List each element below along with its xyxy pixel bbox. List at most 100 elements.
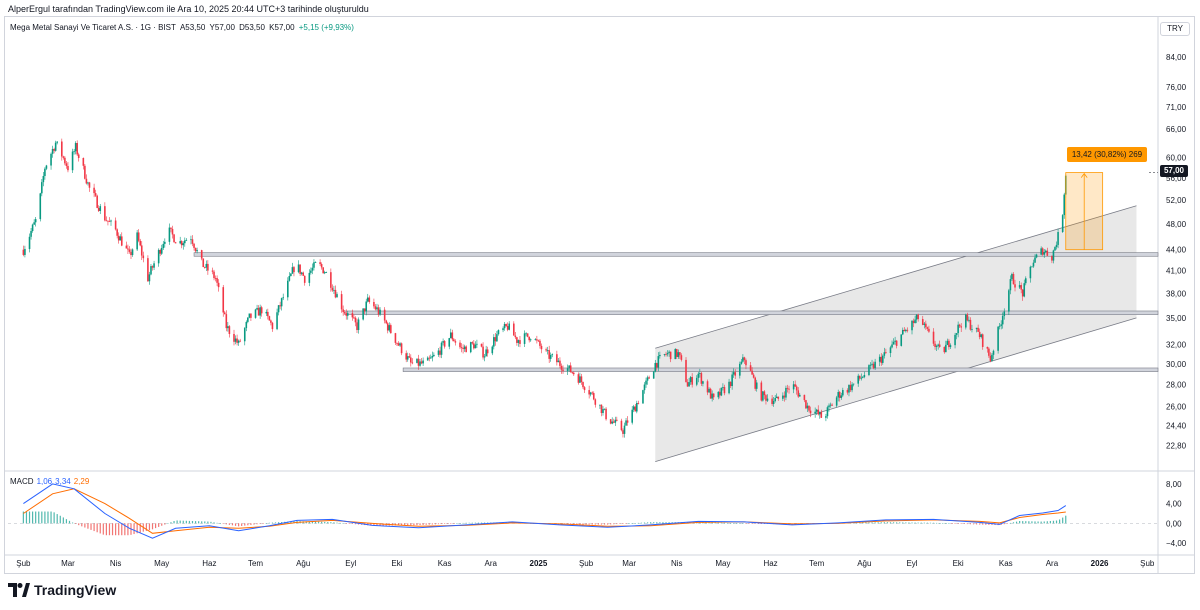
candle-body (300, 272, 303, 274)
candle-body (729, 381, 732, 387)
candle-body (65, 163, 68, 166)
macd-histogram-bar (271, 522, 274, 524)
time-tick-label: May (154, 559, 169, 568)
macd-value: 1,06 (36, 477, 53, 486)
macd-histogram-bar (281, 521, 283, 524)
macd-histogram-bar (407, 523, 409, 526)
candle-body (1051, 255, 1053, 261)
macd-histogram-bar (646, 522, 649, 524)
candle-body (580, 376, 583, 383)
candle-body (260, 307, 263, 314)
candle-body (247, 317, 249, 322)
candle-body (473, 343, 475, 349)
candle-body (170, 227, 172, 229)
candle-body (992, 350, 995, 355)
candle-body (616, 419, 618, 421)
macd-histogram-bar (330, 522, 332, 524)
candle-body (325, 272, 328, 273)
macd-histogram-bar (38, 511, 40, 524)
macd-histogram-bar (1046, 521, 1048, 524)
measure-label[interactable]: 13,42 (30,82%) 269 (1067, 147, 1147, 162)
currency-button[interactable]: TRY (1160, 22, 1190, 36)
chart-frame[interactable] (4, 16, 1195, 574)
macd-histogram-bar (920, 522, 922, 524)
time-tick-label: Eyl (345, 559, 356, 568)
macd-histogram-bar (610, 523, 612, 525)
macd-histogram-bar (96, 523, 98, 533)
macd-histogram-bar (711, 522, 713, 524)
candle-body (548, 350, 550, 359)
candle-body (202, 258, 205, 268)
candle-body (923, 323, 926, 325)
candle-body (345, 313, 348, 316)
time-tick-label: Ağu (296, 559, 310, 568)
candle-body (76, 142, 78, 155)
candles (22, 138, 1067, 438)
candle-body (665, 354, 667, 355)
candle-body (646, 377, 649, 381)
candle-body (311, 267, 314, 271)
macd-histogram-bar (348, 523, 350, 524)
macd-histogram-bar (880, 522, 882, 524)
candle-body (1034, 257, 1036, 263)
macd-histogram-bar (908, 522, 910, 524)
candle-body (291, 267, 294, 274)
candle-body (373, 301, 375, 307)
candle-body (173, 234, 175, 243)
macd-legend[interactable]: MACD 1,06 3,34 2,29 (10, 477, 89, 486)
macd-histogram-bar (115, 523, 117, 536)
macd-histogram-bar (760, 523, 762, 524)
macd-histogram-bar (228, 523, 230, 525)
candle-body (71, 151, 74, 171)
candle-body (975, 327, 978, 330)
candle-body (817, 409, 820, 415)
candle-body (125, 245, 128, 249)
candle-body (406, 356, 409, 360)
macd-histogram-bar (167, 523, 169, 524)
candle-body (426, 357, 429, 361)
macd-histogram-bar (31, 511, 34, 524)
candle-body (860, 377, 863, 379)
candle-body (792, 384, 795, 390)
candle-body (885, 352, 887, 354)
candle-body (84, 165, 86, 179)
signal-line (23, 488, 1066, 534)
channel-upper-line (655, 205, 1137, 349)
macd-histogram-bar (896, 522, 898, 524)
macd-histogram-bar (170, 522, 172, 524)
price-tick-label: 35,00 (1166, 314, 1187, 323)
candle-body (546, 350, 549, 351)
candle-body (151, 266, 154, 268)
candle-body (217, 282, 220, 288)
macd-histogram-bar (1034, 521, 1036, 524)
macd-histogram-bar (582, 523, 584, 525)
tradingview-logo[interactable]: TradingView (8, 582, 116, 598)
candle-body (516, 337, 518, 343)
symbol-legend[interactable]: Mega Metal Sanayi Ve Ticaret A.S. · 1G ·… (10, 23, 354, 32)
candle-body (319, 262, 321, 265)
price-tick-label: 60,00 (1166, 153, 1187, 162)
macd-histogram-bar (988, 523, 990, 525)
candle-body (77, 154, 80, 158)
candle-body (366, 297, 369, 302)
macd-histogram-bar (277, 522, 280, 524)
candle-body (634, 406, 637, 412)
candle-body (562, 369, 564, 371)
macd-histogram-bar (456, 523, 458, 524)
candle-body (496, 334, 498, 342)
macd-histogram-bar (637, 522, 639, 524)
candle-body (451, 332, 454, 340)
macd-histogram-bar (290, 521, 292, 524)
candle-body (955, 333, 958, 335)
time-tick-label: Ara (1046, 559, 1059, 568)
candle-body (559, 360, 561, 366)
candle-body (838, 392, 841, 398)
macd-histogram-bar (41, 511, 43, 524)
candle-body (33, 222, 35, 225)
candle-body (267, 311, 269, 317)
candle-body (130, 251, 132, 256)
candle-body (386, 323, 389, 331)
macd-histogram-bar (600, 523, 603, 525)
candle-body (571, 372, 574, 374)
